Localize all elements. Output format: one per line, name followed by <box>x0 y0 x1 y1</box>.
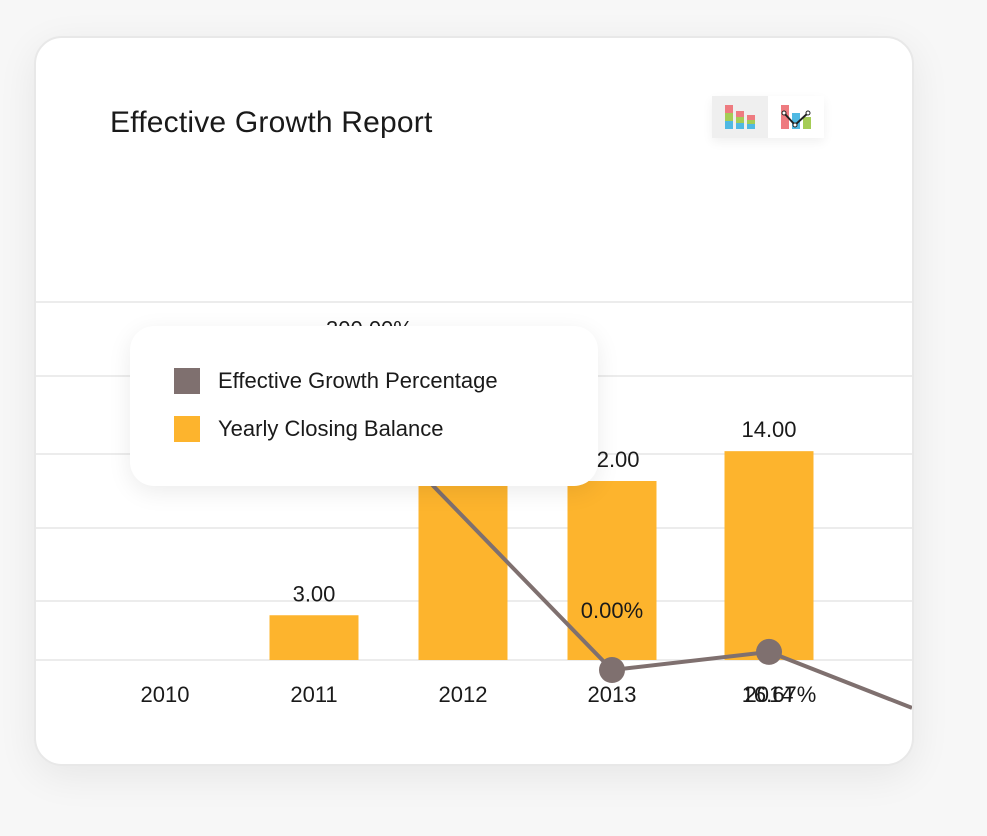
legend-label-balance: Yearly Closing Balance <box>218 416 444 441</box>
x-tick-2010: 2010 <box>141 682 190 707</box>
x-axis: 2010 2011 2012 2013 2014 <box>141 682 794 707</box>
bar-line-combo-chart-icon <box>781 105 811 129</box>
legend-item-growth[interactable]: Effective Growth Percentage <box>174 368 498 394</box>
growth-line <box>294 343 912 710</box>
stacked-bar-chart-icon <box>725 105 755 129</box>
line-series <box>283 331 912 710</box>
x-tick-2011: 2011 <box>290 682 337 707</box>
bar-chart-toggle[interactable] <box>712 96 768 138</box>
growth-label-2014: 16.67% <box>742 682 817 707</box>
bar-2014 <box>724 451 814 660</box>
bar-label-2014: 14.00 <box>741 417 796 442</box>
chart-card: Effective Growth Report <box>34 36 914 766</box>
x-tick-2013: 2013 <box>588 682 637 707</box>
chart-legend: Effective Growth Percentage Yearly Closi… <box>130 326 598 486</box>
x-tick-2014: 2014 <box>745 682 794 707</box>
combo-chart-toggle[interactable] <box>768 96 824 138</box>
bar-series <box>269 451 814 660</box>
x-tick-2012: 2012 <box>439 682 488 707</box>
chart-title: Effective Growth Report <box>110 106 433 139</box>
bar-label-2011: 3.00 <box>293 581 336 606</box>
legend-label-growth: Effective Growth Percentage <box>218 368 498 393</box>
bar-2011 <box>269 615 359 660</box>
legend-swatch-growth <box>174 368 200 394</box>
bar-2013 <box>567 481 657 660</box>
legend-swatch-balance <box>174 416 200 442</box>
growth-label-2013: 0.00% <box>581 598 643 623</box>
legend-item-balance[interactable]: Yearly Closing Balance <box>174 416 443 442</box>
growth-point-1 <box>599 657 625 683</box>
growth-point-2 <box>756 638 782 665</box>
chart-type-switcher[interactable] <box>712 96 824 138</box>
bar-2012 <box>418 481 508 660</box>
